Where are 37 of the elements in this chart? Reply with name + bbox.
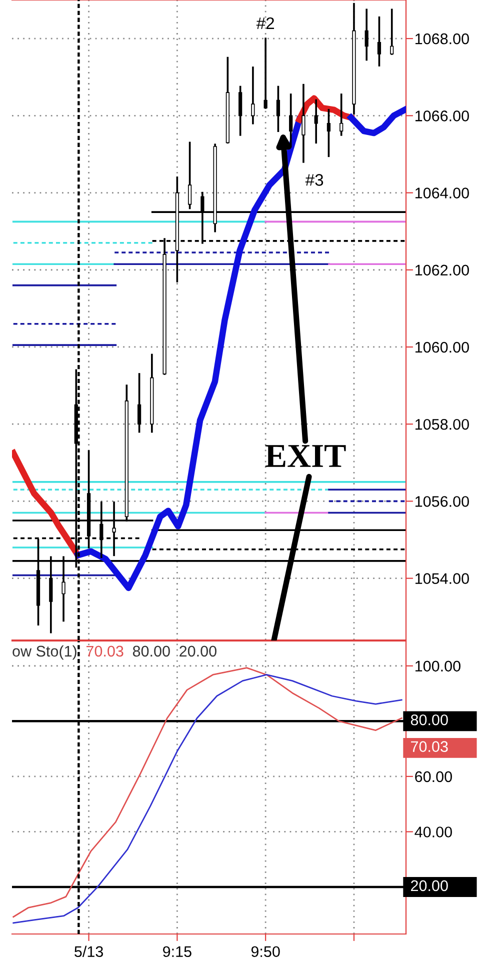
candlestick (340, 94, 344, 136)
annotation: 20.00 (180, 646, 216, 657)
y-tick-label: 1056.00 (416, 496, 469, 507)
annotation: 80.00 (132, 646, 170, 657)
candlestick (364, 8, 368, 61)
y-tick-label: 1066.00 (416, 110, 469, 122)
candlestick (326, 108, 331, 158)
text: 70.03 (411, 741, 448, 752)
candlestick (137, 373, 142, 433)
ref-line-label: 20.00 (411, 880, 448, 892)
annotation: ow Sto(1) (12, 645, 76, 660)
annotation: EXIT (265, 445, 346, 467)
y-tick-label: 40.00 (414, 826, 452, 838)
annotation: 70.03 (86, 646, 124, 657)
y-tick-label: 1054.00 (416, 573, 469, 584)
candlestick (377, 16, 382, 66)
y-tick-label: 60.00 (415, 771, 452, 782)
candlestick (188, 142, 192, 210)
y-tick-label: 1064.00 (416, 188, 469, 198)
annotation: #3 (305, 174, 324, 186)
y-tick-label: 100.00 (416, 660, 460, 672)
x-tick-label: 5/13 (74, 946, 103, 958)
candlestick (302, 84, 306, 163)
x-tick-label: 9:50 (251, 946, 280, 958)
annotation: #2 (256, 17, 274, 29)
y-tick-label: 1058.00 (416, 418, 469, 430)
x-tick-label: 9:15 (163, 946, 192, 958)
ref-line-label: 80.00 (410, 714, 448, 726)
candlestick (238, 86, 242, 136)
candlestick (314, 99, 318, 144)
candlestick (276, 86, 280, 132)
y-tick-label: 1062.00 (416, 264, 469, 276)
candlestick (251, 66, 255, 124)
y-tick-label: 1068.00 (416, 33, 469, 44)
candlestick (264, 38, 268, 109)
candlestick (390, 8, 394, 55)
y-tick-label: 1060.00 (416, 342, 469, 353)
